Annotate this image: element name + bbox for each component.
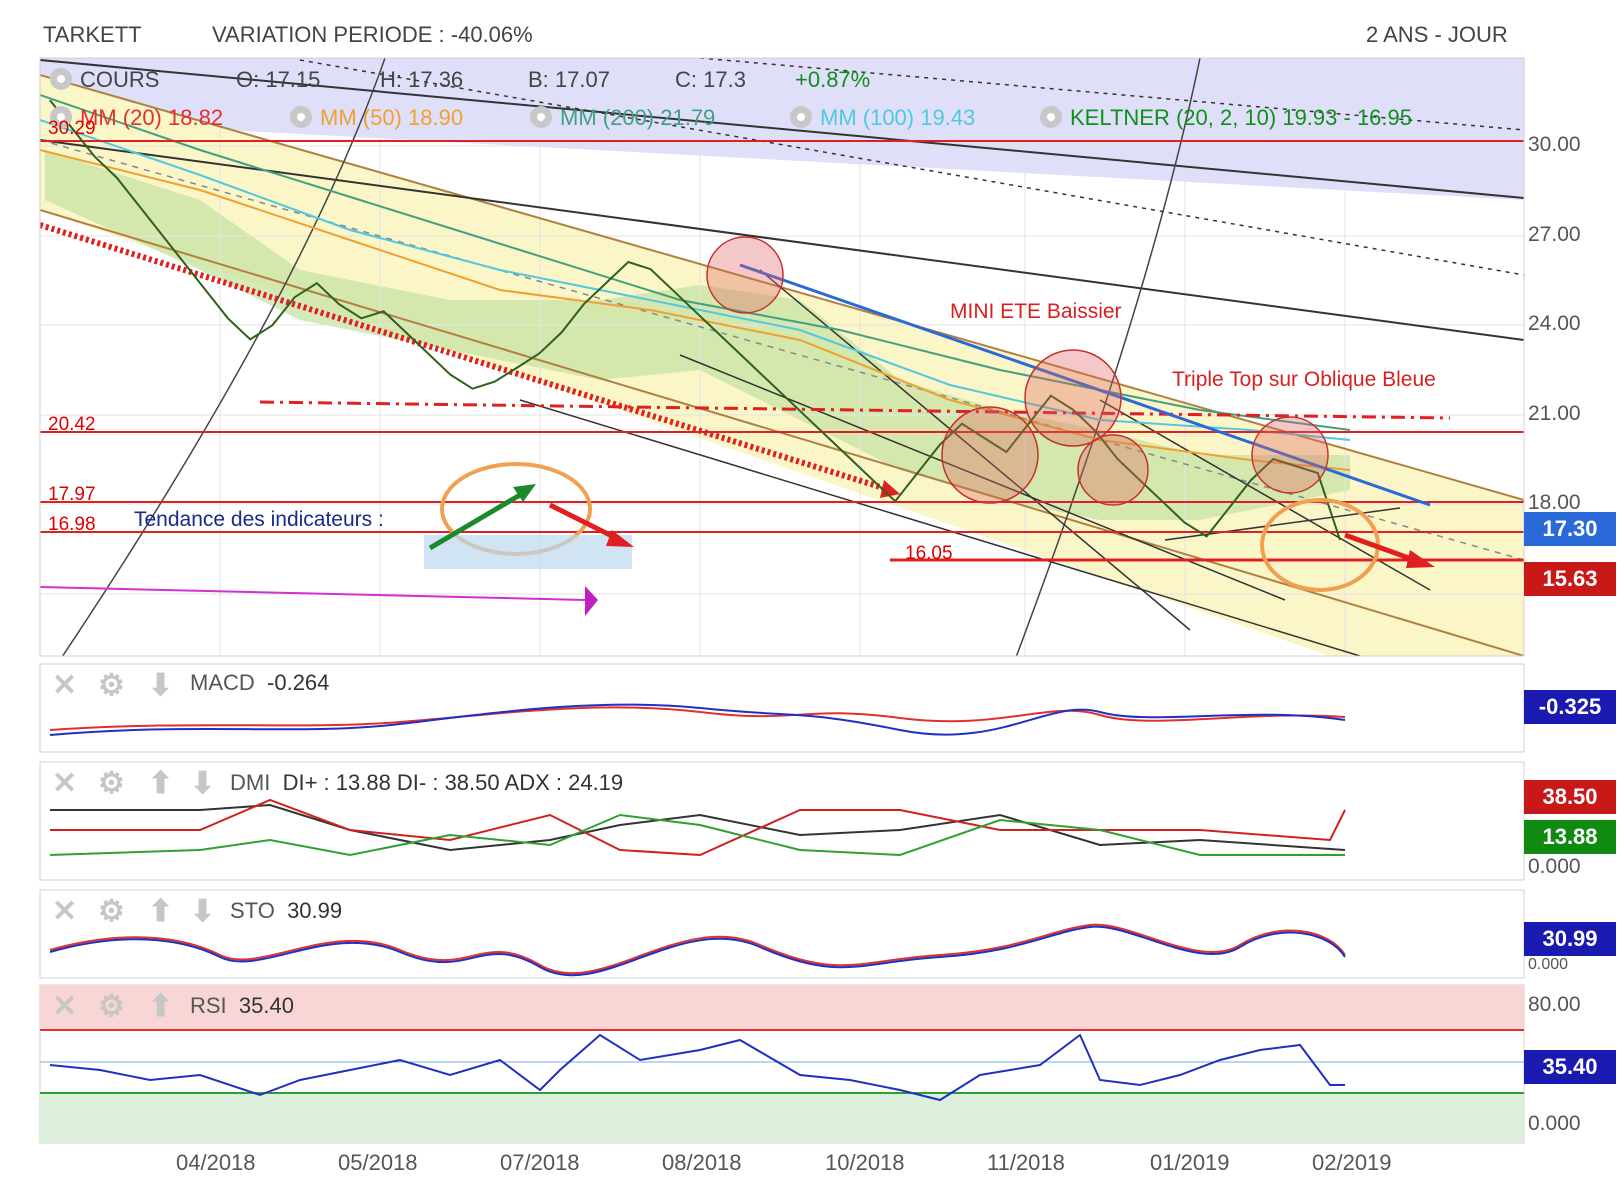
rsi-zero-tick: 0.000 bbox=[1528, 1112, 1581, 1135]
ma100-legend: MM (100) 19.43 bbox=[790, 105, 975, 131]
close-value: C: 17.3 bbox=[675, 67, 746, 92]
ma50-label: MM (50) 18.90 bbox=[320, 105, 464, 130]
gear-icon[interactable]: ⚙ bbox=[98, 990, 125, 1023]
ma50-legend: MM (50) 18.90 bbox=[290, 105, 463, 131]
period-label[interactable]: 2 ANS - JOUR bbox=[1366, 22, 1508, 47]
level-30-29: 30.29 bbox=[48, 118, 96, 139]
di-plus-badge: 13.88 bbox=[1524, 820, 1616, 854]
level-16-05: 16.05 bbox=[905, 543, 953, 564]
variation-period: VARIATION PERIODE : -40.06% bbox=[212, 22, 533, 47]
price-tick: 21.00 bbox=[1528, 402, 1581, 425]
ma200-label: MM (200) 21.79 bbox=[560, 105, 716, 130]
mini-ete-annotation: MINI ETE Baissier bbox=[950, 300, 1122, 323]
keltner-label: KELTNER (20, 2, 10) 19.93 - 16.95 bbox=[1070, 105, 1412, 130]
change-value: +0.87% bbox=[795, 67, 871, 92]
dmi-label: DMI DI+ : 13.88 DI- : 38.50 ADX : 24.19 bbox=[230, 770, 624, 795]
price-tick: 18.00 bbox=[1528, 491, 1581, 514]
arrow-down-icon[interactable]: ⬇ bbox=[190, 895, 216, 928]
x-tick: 07/2018 bbox=[500, 1150, 580, 1175]
level-20-42: 20.42 bbox=[48, 414, 96, 435]
x-tick: 02/2019 bbox=[1312, 1150, 1392, 1175]
gear-icon[interactable]: ⚙ bbox=[98, 669, 125, 702]
ma20-legend: MM (20) 18.82 bbox=[50, 105, 223, 131]
x-tick: 08/2018 bbox=[662, 1150, 742, 1175]
arrow-up-icon[interactable]: ⬆ bbox=[148, 895, 174, 928]
cours-legend: COURS bbox=[50, 67, 159, 93]
low-value: B: 17.07 bbox=[528, 67, 610, 92]
macd-label: MACD -0.264 bbox=[190, 670, 330, 695]
price-badge: 17.30 bbox=[1524, 512, 1616, 546]
cours-label: COURS bbox=[80, 67, 160, 92]
dmi-zero-tick: 0.000 bbox=[1528, 855, 1581, 878]
x-tick: 01/2019 bbox=[1150, 1150, 1230, 1175]
macd-panel bbox=[39, 663, 1525, 753]
sto-panel bbox=[39, 889, 1525, 979]
x-tick: 10/2018 bbox=[825, 1150, 905, 1175]
dmi-panel bbox=[39, 761, 1525, 881]
gear-icon[interactable] bbox=[1040, 106, 1062, 128]
arrow-down-icon[interactable]: ⬇ bbox=[148, 669, 174, 702]
x-tick: 04/2018 bbox=[176, 1150, 256, 1175]
arrow-up-icon[interactable]: ⬆ bbox=[148, 990, 174, 1023]
keltner-band bbox=[45, 150, 1350, 520]
price-tick: 27.00 bbox=[1528, 223, 1581, 246]
sto-label: STO 30.99 bbox=[230, 898, 343, 923]
open-value: O: 17.15 bbox=[236, 67, 321, 92]
macd-badge: -0.325 bbox=[1524, 690, 1616, 724]
gear-icon[interactable]: ⚙ bbox=[98, 895, 125, 928]
arrow-up-icon[interactable]: ⬆ bbox=[148, 767, 174, 800]
rsi-panel bbox=[39, 984, 1525, 1144]
rsi-badge: 35.40 bbox=[1524, 1050, 1616, 1084]
di-minus-badge: 38.50 bbox=[1524, 780, 1616, 814]
gear-icon[interactable] bbox=[530, 106, 552, 128]
sto-zero-tick: 0.000 bbox=[1528, 956, 1569, 973]
high-value: H: 17.36 bbox=[380, 67, 464, 92]
price-series bbox=[49, 99, 1341, 541]
gear-icon[interactable] bbox=[790, 106, 812, 128]
rsi-top-tick: 80.00 bbox=[1528, 993, 1581, 1016]
x-tick: 05/2018 bbox=[338, 1150, 418, 1175]
triple-top-annotation: Triple Top sur Oblique Bleue bbox=[1172, 368, 1436, 391]
close-icon[interactable]: ✕ bbox=[52, 767, 78, 800]
target-badge: 15.63 bbox=[1524, 562, 1616, 596]
sto-badge: 30.99 bbox=[1524, 922, 1616, 956]
level-17-97: 17.97 bbox=[48, 484, 96, 505]
arrow-down-icon[interactable]: ⬇ bbox=[190, 767, 216, 800]
gear-icon[interactable] bbox=[290, 106, 312, 128]
ma100-label: MM (100) 19.43 bbox=[820, 105, 976, 130]
keltner-legend: KELTNER (20, 2, 10) 19.93 - 16.95 bbox=[1040, 105, 1412, 131]
ma200-legend: MM (200) 21.79 bbox=[530, 105, 715, 131]
price-tick: 30.00 bbox=[1528, 133, 1581, 156]
x-tick: 11/2018 bbox=[987, 1150, 1065, 1175]
gear-icon[interactable] bbox=[50, 68, 72, 90]
close-icon[interactable]: ✕ bbox=[52, 669, 78, 702]
gear-icon[interactable]: ⚙ bbox=[98, 767, 125, 800]
rsi-label: RSI 35.40 bbox=[190, 993, 294, 1018]
ticker-name: TARKETT bbox=[43, 22, 142, 47]
ma20-label: MM (20) 18.82 bbox=[80, 105, 224, 130]
gear-icon[interactable] bbox=[50, 106, 72, 128]
price-tick: 24.00 bbox=[1528, 312, 1581, 335]
close-icon[interactable]: ✕ bbox=[52, 895, 78, 928]
close-icon[interactable]: ✕ bbox=[52, 990, 78, 1023]
level-16-98: 16.98 bbox=[48, 514, 96, 535]
tendance-annotation: Tendance des indicateurs : bbox=[134, 508, 384, 531]
